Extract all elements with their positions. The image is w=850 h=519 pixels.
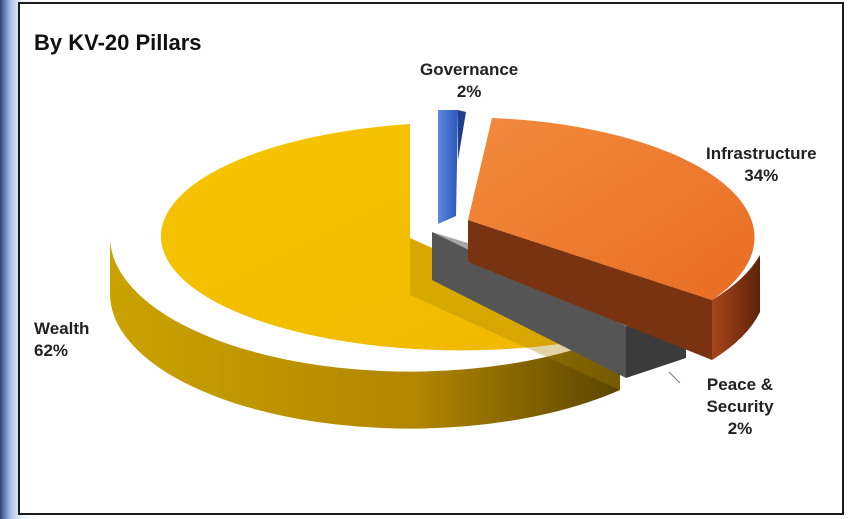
slice-infrastructure-cut (468, 220, 712, 360)
label-infrastructure: Infrastructure 34% (706, 143, 817, 187)
label-governance-name: Governance (420, 60, 519, 79)
slice-governance-top (438, 110, 458, 224)
label-infrastructure-name: Infrastructure (706, 144, 817, 163)
peace-security-leader-line (668, 371, 681, 384)
label-wealth: Wealth 62% (34, 318, 89, 362)
label-wealth-name: Wealth (34, 319, 90, 338)
label-peace-security-value: 2% (727, 419, 753, 438)
label-peace-security-name: Peace & Security (706, 375, 774, 416)
label-governance: Governance 2% (420, 59, 518, 103)
label-governance-value: 2% (456, 82, 482, 101)
label-infrastructure-value: 34% (744, 166, 779, 185)
slice-infrastructure-side (712, 255, 760, 360)
chart-title: By KV-20 Pillars (34, 30, 202, 55)
label-wealth-value: 62% (34, 341, 69, 360)
slice-governance-side (458, 110, 466, 216)
slice-peace-security-front (432, 232, 626, 378)
slice-infrastructure (468, 118, 760, 360)
label-peace-security: Peace & Security 2% (690, 374, 790, 440)
slice-infrastructure-top (468, 118, 755, 300)
slice-governance (438, 110, 466, 224)
slice-wealth-side (110, 238, 620, 429)
